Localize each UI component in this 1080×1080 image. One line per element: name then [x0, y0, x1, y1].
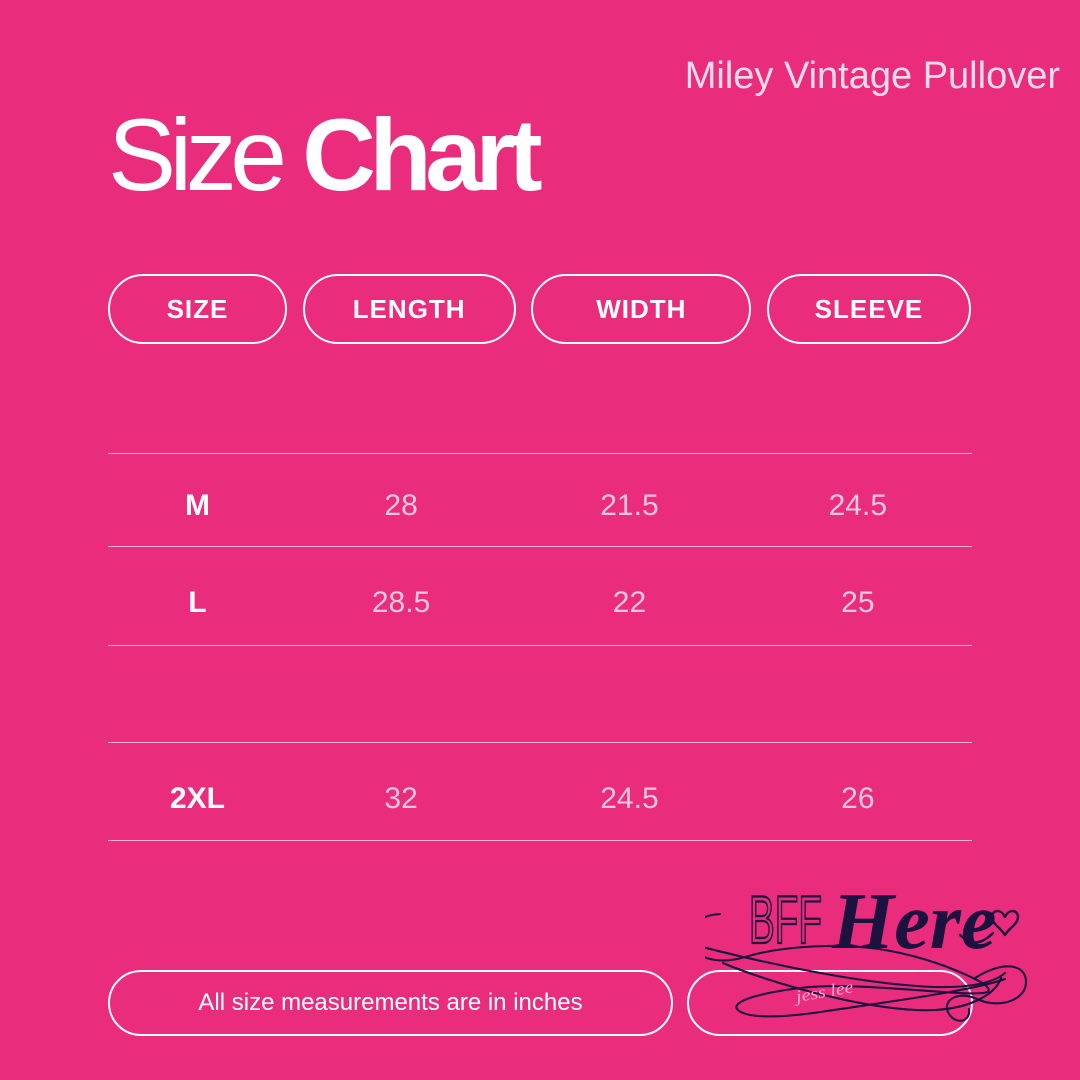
svg-text:Here: Here	[831, 878, 996, 966]
svg-text:jess lee: jess lee	[792, 977, 855, 1006]
